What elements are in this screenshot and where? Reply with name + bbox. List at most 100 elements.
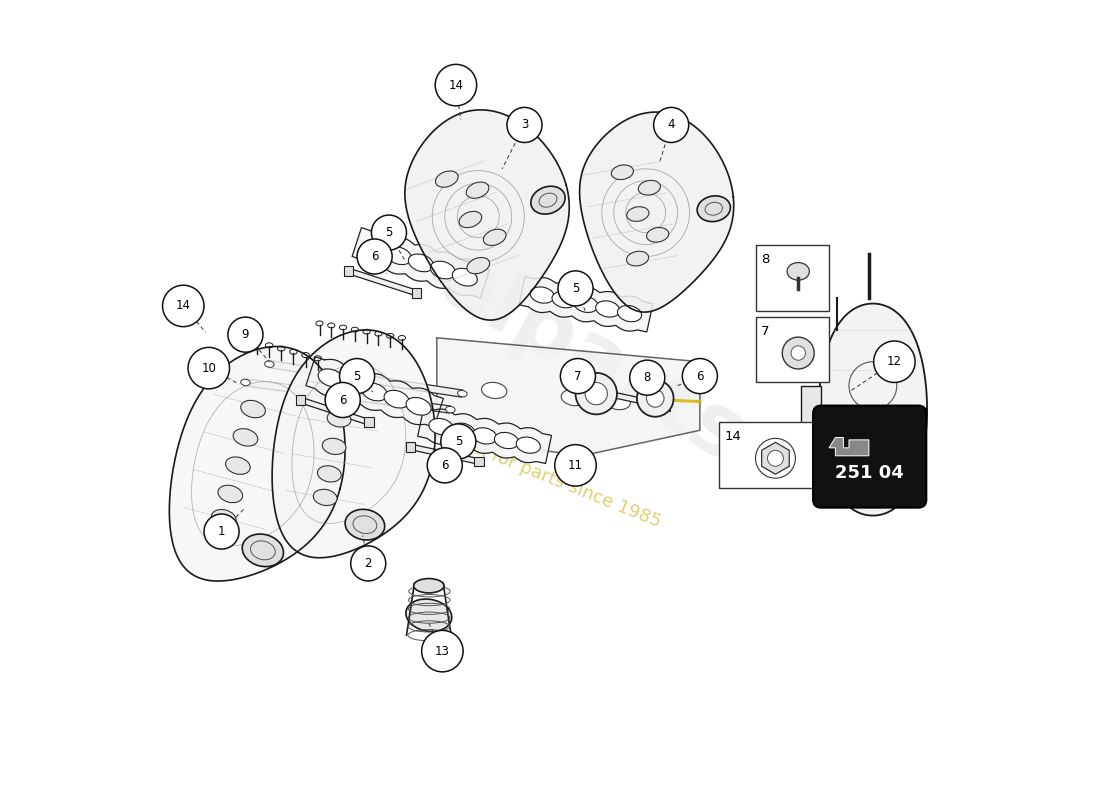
Bar: [756, 246, 829, 310]
Circle shape: [782, 337, 814, 369]
Text: 13: 13: [434, 645, 450, 658]
Ellipse shape: [318, 369, 343, 386]
Circle shape: [647, 390, 664, 407]
Circle shape: [637, 380, 673, 417]
FancyBboxPatch shape: [813, 406, 926, 508]
Ellipse shape: [332, 383, 355, 399]
Ellipse shape: [482, 382, 507, 398]
Text: 2: 2: [364, 557, 372, 570]
Circle shape: [351, 546, 386, 581]
Polygon shape: [405, 110, 570, 320]
Ellipse shape: [612, 165, 634, 179]
Circle shape: [421, 630, 463, 672]
Ellipse shape: [429, 418, 453, 434]
Circle shape: [585, 382, 607, 405]
Ellipse shape: [617, 306, 641, 322]
Text: 14: 14: [449, 78, 463, 91]
Ellipse shape: [345, 510, 385, 540]
Circle shape: [427, 448, 462, 483]
Text: 6: 6: [441, 459, 449, 472]
Ellipse shape: [605, 394, 630, 410]
Text: a passion for parts since 1985: a passion for parts since 1985: [405, 412, 663, 531]
Circle shape: [340, 358, 375, 394]
Ellipse shape: [647, 227, 669, 242]
Polygon shape: [437, 338, 700, 456]
Text: 11: 11: [568, 459, 583, 472]
Circle shape: [554, 445, 596, 486]
Ellipse shape: [530, 287, 554, 303]
Text: 4: 4: [668, 118, 675, 131]
Ellipse shape: [314, 490, 337, 506]
Circle shape: [560, 358, 595, 394]
Ellipse shape: [552, 291, 576, 308]
Circle shape: [228, 317, 263, 352]
Ellipse shape: [406, 599, 452, 631]
Text: 5: 5: [454, 435, 462, 448]
Polygon shape: [169, 346, 345, 581]
Circle shape: [436, 64, 476, 106]
Ellipse shape: [233, 429, 257, 446]
Ellipse shape: [218, 486, 243, 502]
Circle shape: [653, 107, 689, 142]
Circle shape: [507, 107, 542, 142]
Ellipse shape: [516, 437, 540, 454]
Ellipse shape: [531, 186, 565, 214]
Polygon shape: [352, 228, 490, 298]
Bar: [343, 266, 353, 276]
Bar: [474, 457, 484, 466]
Text: 14: 14: [725, 430, 741, 443]
Bar: [801, 386, 821, 430]
Text: 6: 6: [339, 394, 346, 406]
Ellipse shape: [468, 258, 490, 274]
Ellipse shape: [697, 196, 730, 222]
Ellipse shape: [436, 171, 458, 187]
Ellipse shape: [483, 230, 506, 246]
Circle shape: [163, 286, 204, 326]
Ellipse shape: [451, 423, 475, 439]
Bar: [719, 422, 813, 488]
Bar: [296, 395, 306, 405]
Text: 9: 9: [242, 328, 250, 341]
Circle shape: [358, 239, 393, 274]
Polygon shape: [594, 388, 666, 409]
Circle shape: [188, 347, 230, 389]
Polygon shape: [272, 330, 436, 558]
Text: 251 04: 251 04: [835, 464, 904, 482]
Ellipse shape: [364, 240, 389, 258]
Polygon shape: [580, 112, 734, 312]
Text: 5: 5: [572, 282, 580, 295]
Text: 7: 7: [761, 325, 770, 338]
Ellipse shape: [265, 361, 274, 367]
Circle shape: [768, 450, 783, 466]
Ellipse shape: [638, 180, 660, 195]
Polygon shape: [410, 444, 480, 464]
Circle shape: [682, 358, 717, 394]
Ellipse shape: [452, 268, 477, 286]
Bar: [660, 401, 670, 410]
Circle shape: [326, 382, 361, 418]
Polygon shape: [348, 268, 418, 296]
Polygon shape: [519, 277, 652, 332]
Text: 1: 1: [218, 525, 226, 538]
Ellipse shape: [458, 390, 468, 397]
Ellipse shape: [327, 410, 351, 427]
Ellipse shape: [627, 206, 649, 222]
Bar: [364, 418, 374, 427]
Polygon shape: [818, 303, 927, 515]
Ellipse shape: [473, 428, 497, 444]
Circle shape: [575, 373, 617, 414]
Circle shape: [629, 360, 664, 395]
Circle shape: [791, 346, 805, 360]
Text: 7: 7: [574, 370, 582, 382]
Ellipse shape: [561, 390, 586, 406]
Ellipse shape: [627, 251, 649, 266]
Bar: [590, 386, 600, 396]
Polygon shape: [245, 379, 451, 413]
Ellipse shape: [466, 182, 488, 198]
Bar: [411, 288, 421, 298]
Ellipse shape: [241, 379, 250, 386]
Ellipse shape: [242, 534, 284, 566]
Ellipse shape: [446, 406, 455, 413]
Ellipse shape: [241, 400, 265, 418]
Ellipse shape: [226, 457, 250, 474]
